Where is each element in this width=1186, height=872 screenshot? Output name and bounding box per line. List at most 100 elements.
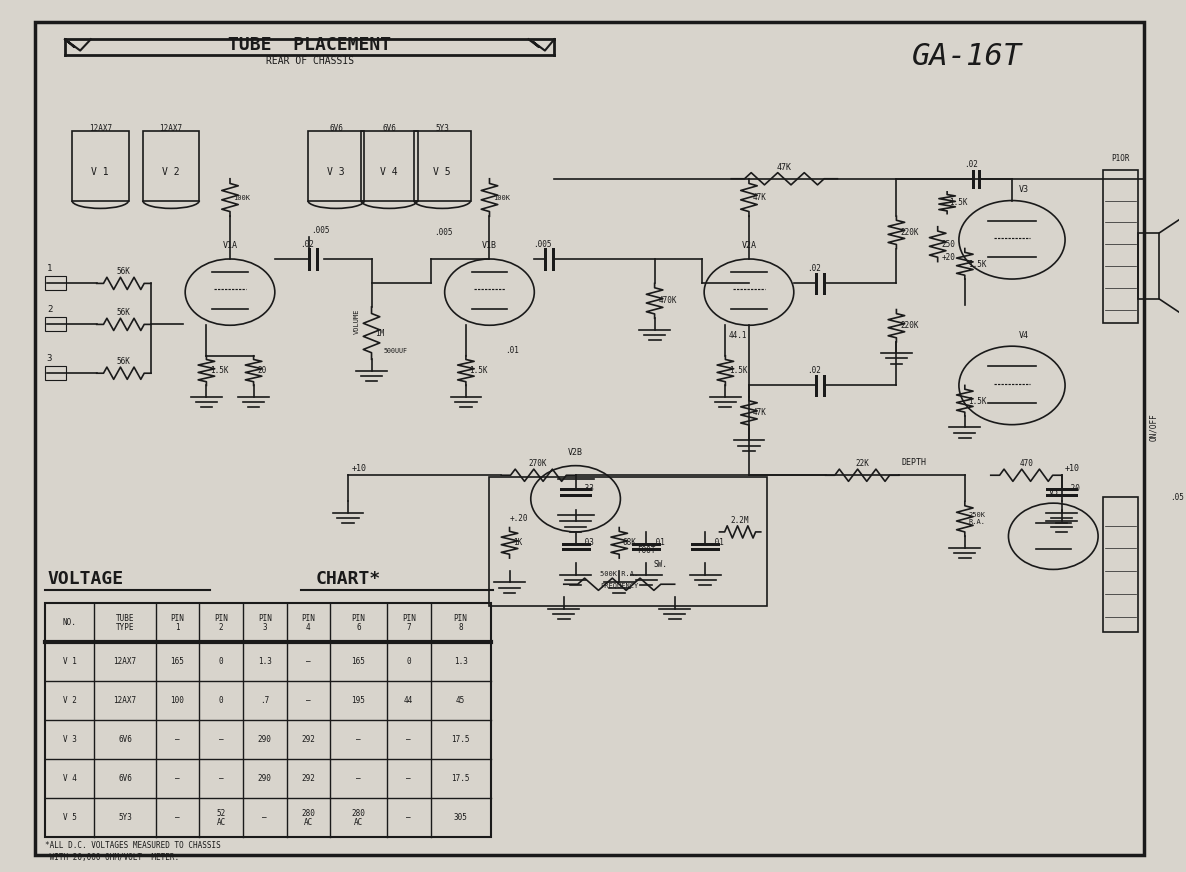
Text: .02: .02 <box>806 366 821 375</box>
Text: 47K: 47K <box>752 408 766 417</box>
Text: 6V6: 6V6 <box>119 774 132 783</box>
Text: 2: 2 <box>47 305 52 314</box>
Text: 68K: 68K <box>623 538 637 547</box>
Text: 470K: 470K <box>658 296 677 305</box>
Bar <box>414 131 471 201</box>
Text: V3: V3 <box>1019 186 1028 194</box>
Bar <box>45 276 66 290</box>
Text: —: — <box>219 774 223 783</box>
Text: .01: .01 <box>710 538 723 547</box>
Text: 270K: 270K <box>529 460 547 468</box>
Text: +10: +10 <box>1065 464 1080 473</box>
Text: 44: 44 <box>404 697 413 705</box>
Text: 280
AC: 280 AC <box>351 808 365 827</box>
Text: PIN
3: PIN 3 <box>257 614 272 632</box>
Text: 3: 3 <box>47 354 52 363</box>
Bar <box>1103 497 1139 632</box>
Text: SW.: SW. <box>653 560 668 569</box>
Text: TUBE
TYPE: TUBE TYPE <box>116 614 134 632</box>
Text: 6V6: 6V6 <box>382 125 396 133</box>
Text: 1.5K: 1.5K <box>729 366 747 375</box>
Text: —: — <box>306 657 311 666</box>
Text: 45: 45 <box>455 697 465 705</box>
Text: PIN
4: PIN 4 <box>301 614 315 632</box>
Text: PIN
6: PIN 6 <box>351 614 365 632</box>
Bar <box>1103 170 1139 323</box>
Text: .03: .03 <box>580 538 594 547</box>
Text: DEPTH: DEPTH <box>901 458 926 467</box>
Text: 17.5: 17.5 <box>452 735 470 744</box>
Bar <box>142 131 199 201</box>
Text: 1K: 1K <box>514 538 522 547</box>
Text: NO.: NO. <box>63 618 77 627</box>
Text: .7: .7 <box>260 697 269 705</box>
Text: PIN
1: PIN 1 <box>171 614 185 632</box>
Text: 12AX7: 12AX7 <box>114 657 136 666</box>
Bar <box>361 131 417 201</box>
Text: V 3: V 3 <box>327 167 345 177</box>
Text: —: — <box>407 774 412 783</box>
Text: V2A: V2A <box>741 242 757 250</box>
Text: 17.5: 17.5 <box>452 774 470 783</box>
Text: 1.3: 1.3 <box>257 657 272 666</box>
Text: PIN
7: PIN 7 <box>402 614 415 632</box>
Text: 0: 0 <box>219 697 223 705</box>
Text: 165: 165 <box>171 657 185 666</box>
Text: 100K: 100K <box>493 195 510 201</box>
Text: 44.1: 44.1 <box>729 331 747 340</box>
Text: REAR OF CHASSIS: REAR OF CHASSIS <box>266 56 353 66</box>
Bar <box>45 317 66 331</box>
Bar <box>72 131 128 201</box>
Bar <box>45 603 491 837</box>
Text: 250K
R.A.: 250K R.A. <box>968 513 986 525</box>
Text: V 2: V 2 <box>162 167 180 177</box>
Text: —: — <box>356 774 361 783</box>
Text: 292: 292 <box>301 774 315 783</box>
Text: V 5: V 5 <box>434 167 451 177</box>
Text: 195: 195 <box>351 697 365 705</box>
Text: 47K: 47K <box>777 163 792 172</box>
Text: —: — <box>176 774 180 783</box>
Text: VOLTAGE: VOLTAGE <box>47 569 123 588</box>
Text: P1OR: P1OR <box>1111 154 1130 163</box>
Text: .005: .005 <box>312 227 330 235</box>
Text: V1A: V1A <box>223 242 237 250</box>
Text: V 1: V 1 <box>63 657 77 666</box>
Text: 290: 290 <box>257 735 272 744</box>
Text: V 4: V 4 <box>381 167 398 177</box>
Text: ON/OFF: ON/OFF <box>1149 413 1158 441</box>
Text: 6V6: 6V6 <box>119 735 132 744</box>
Text: .02: .02 <box>300 240 313 249</box>
Text: 2.2M: 2.2M <box>731 516 748 525</box>
Text: 47K: 47K <box>752 194 766 202</box>
Text: 0: 0 <box>219 657 223 666</box>
Text: 6V6: 6V6 <box>330 125 343 133</box>
Text: .005: .005 <box>434 228 453 237</box>
Text: —: — <box>407 735 412 744</box>
Text: .02: .02 <box>806 264 821 273</box>
Bar <box>490 477 766 606</box>
Text: 220K: 220K <box>900 228 918 237</box>
Text: 100K: 100K <box>234 195 250 201</box>
Text: 52
AC: 52 AC <box>217 808 225 827</box>
Text: .005: .005 <box>534 240 551 249</box>
Text: 292: 292 <box>301 735 315 744</box>
Text: 165: 165 <box>351 657 365 666</box>
Text: 0: 0 <box>407 657 412 666</box>
Text: VOLUME: VOLUME <box>353 308 359 334</box>
Text: —: — <box>219 735 223 744</box>
Bar <box>308 131 364 201</box>
Text: 1.5K: 1.5K <box>470 366 487 375</box>
Text: .20: .20 <box>1066 484 1080 493</box>
Text: 220K: 220K <box>900 321 918 330</box>
Text: PIN
2: PIN 2 <box>215 614 228 632</box>
Text: V4: V4 <box>1019 331 1028 340</box>
Text: +20: +20 <box>942 253 955 262</box>
Text: 12AX7: 12AX7 <box>89 125 111 133</box>
Text: 56K: 56K <box>117 268 130 276</box>
Text: TUBE  PLACEMENT: TUBE PLACEMENT <box>228 37 391 54</box>
Text: —: — <box>306 697 311 705</box>
Text: *ALL D.C. VOLTAGES MEASURED TO CHASSIS
 WITH 20,000 OHM/VOLT  METER.: *ALL D.C. VOLTAGES MEASURED TO CHASSIS W… <box>45 841 221 862</box>
Text: 1.5K: 1.5K <box>968 397 987 405</box>
Text: 1.3: 1.3 <box>454 657 467 666</box>
